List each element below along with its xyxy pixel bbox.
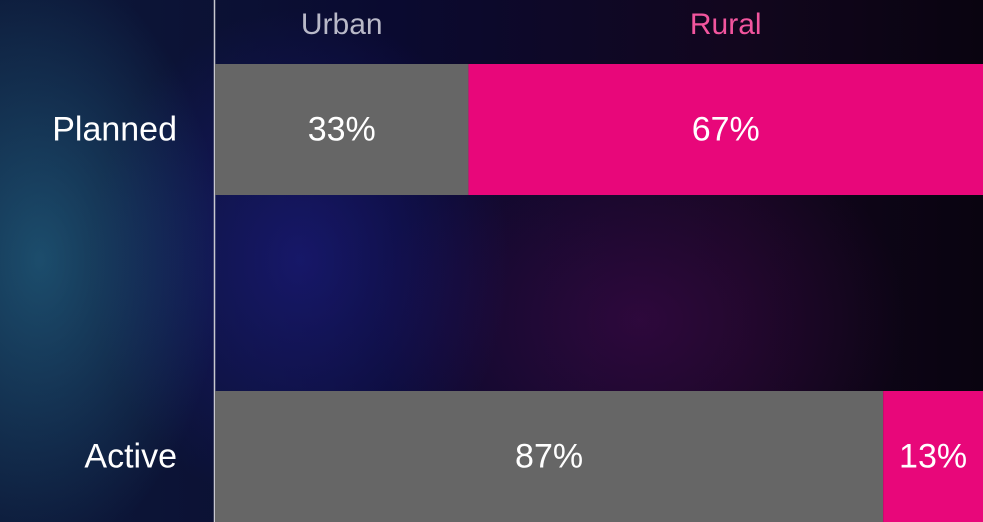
- bar-segment: [215, 64, 469, 195]
- value-label: 33%: [308, 110, 376, 148]
- bar-segment: [468, 64, 983, 195]
- legend-label: Rural: [690, 8, 762, 41]
- value-label: 67%: [692, 110, 760, 148]
- category-label: Planned: [52, 110, 177, 148]
- legend-label: Urban: [301, 8, 383, 41]
- category-label: Active: [84, 437, 177, 475]
- value-label: 87%: [515, 437, 583, 475]
- bar-segment: [883, 391, 983, 522]
- value-label: 13%: [899, 437, 967, 475]
- bar-segment: [215, 391, 884, 522]
